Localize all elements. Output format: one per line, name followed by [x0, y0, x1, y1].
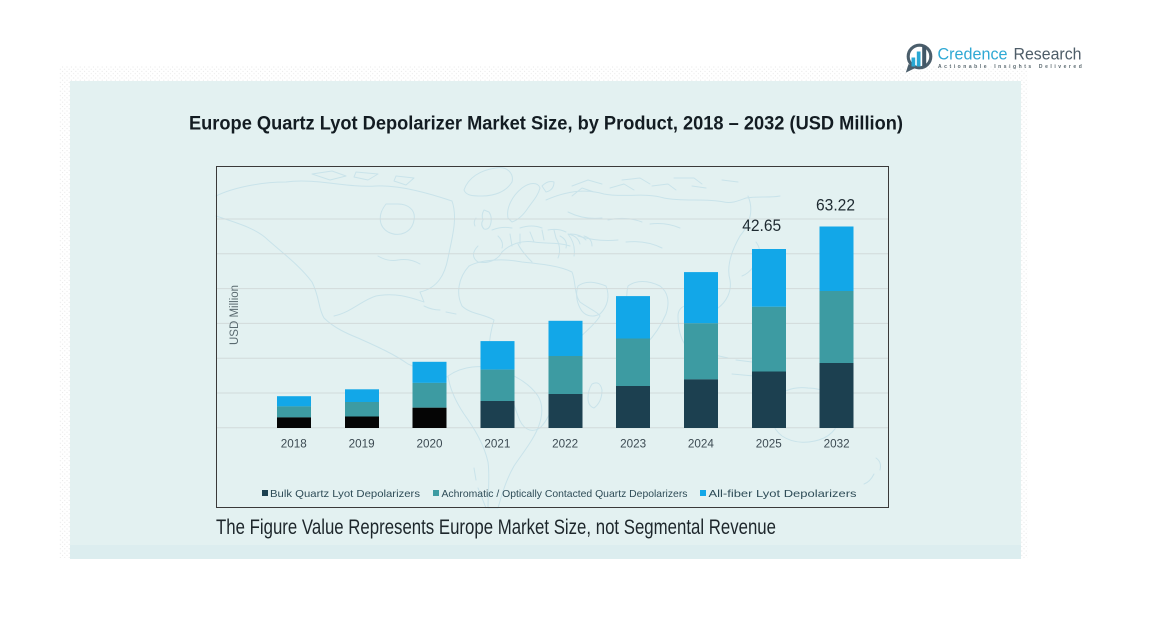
svg-text:Achromatic / Optically Contact: Achromatic / Optically Contacted Quartz … [442, 488, 688, 500]
svg-text:Actionable Insights Delivered: Actionable Insights Delivered [938, 64, 1084, 70]
svg-text:42.65: 42.65 [742, 217, 781, 235]
svg-text:2020: 2020 [417, 439, 443, 451]
svg-text:2019: 2019 [349, 439, 375, 451]
svg-text:2024: 2024 [688, 439, 715, 451]
svg-text:2023: 2023 [620, 439, 646, 451]
svg-text:Research: Research [1014, 45, 1082, 64]
svg-text:Europe Quartz Lyot Depolarizer: Europe Quartz Lyot Depolarizer Market Si… [189, 113, 903, 135]
svg-text:2022: 2022 [552, 439, 578, 451]
svg-text:USD Million: USD Million [229, 285, 241, 345]
svg-text:All-fiber Lyot Depolarizers: All-fiber Lyot Depolarizers [709, 488, 857, 500]
svg-text:63.22: 63.22 [816, 197, 855, 215]
svg-text:2025: 2025 [756, 439, 782, 451]
svg-text:The Figure Value Represents Eu: The Figure Value Represents Europe Marke… [216, 516, 776, 539]
svg-text:2021: 2021 [484, 439, 510, 451]
svg-text:Credence: Credence [938, 45, 1008, 64]
svg-text:2018: 2018 [281, 439, 307, 451]
svg-text:2032: 2032 [824, 439, 850, 451]
svg-text:Bulk Quartz Lyot Depolarizers: Bulk Quartz Lyot Depolarizers [270, 488, 420, 500]
